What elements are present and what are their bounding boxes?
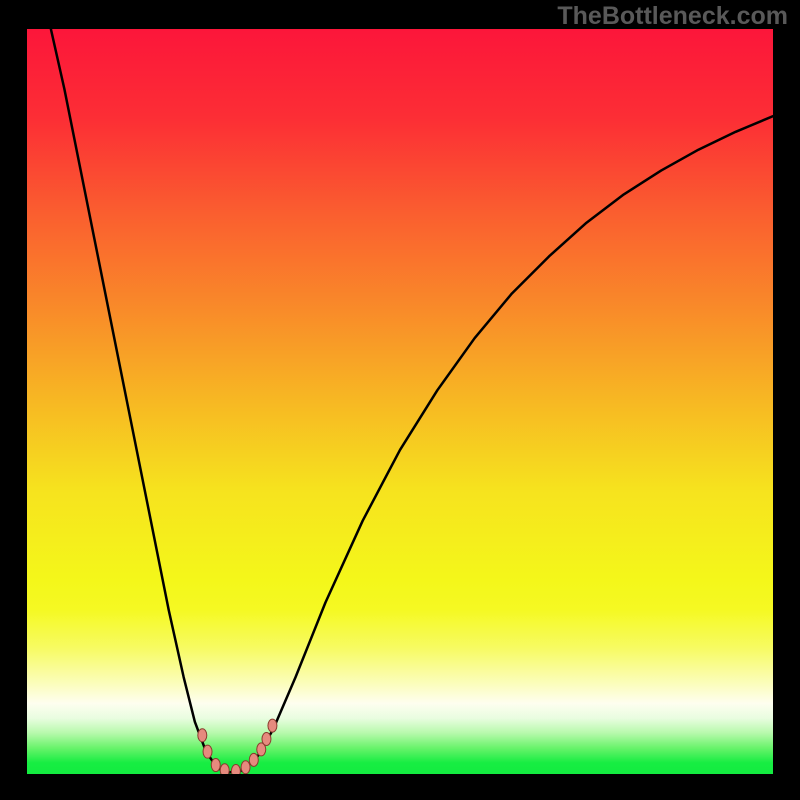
gradient-background [27, 29, 773, 774]
chart-container: TheBottleneck.com [0, 0, 800, 800]
plot-area [27, 29, 773, 774]
data-marker [220, 764, 229, 774]
data-marker [231, 765, 240, 774]
data-marker [203, 745, 212, 758]
data-marker [198, 729, 207, 742]
chart-svg [27, 29, 773, 774]
data-marker [211, 759, 220, 772]
data-marker [249, 753, 258, 766]
data-marker [241, 761, 250, 774]
data-marker [268, 719, 277, 732]
data-marker [262, 732, 271, 745]
watermark-text: TheBottleneck.com [557, 2, 788, 31]
